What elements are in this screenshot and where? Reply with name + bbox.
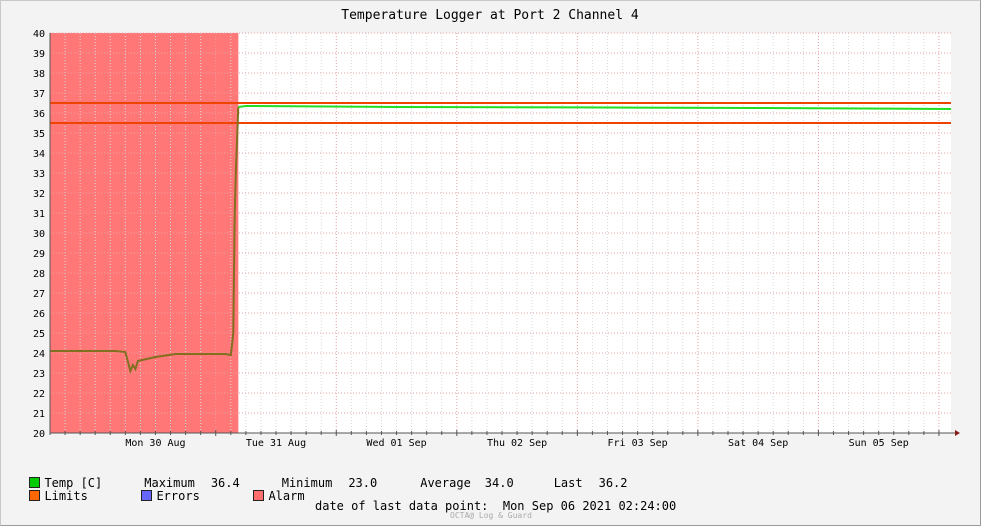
stat-value-average: 34.0: [484, 476, 514, 490]
last-data-point-label: date of last data point:: [315, 499, 489, 513]
y-tick-label: 28: [33, 269, 45, 280]
y-tick-label: 38: [33, 69, 45, 80]
x-tick-label: Wed 01 Sep: [366, 438, 426, 449]
y-tick-label: 30: [33, 229, 45, 240]
y-tick-label: 31: [33, 209, 45, 220]
legend-label-errors: Errors: [156, 489, 200, 503]
y-tick-label: 34: [33, 149, 45, 160]
stat-label-minimum: Minimum: [281, 476, 333, 490]
y-tick-label: 21: [33, 409, 45, 420]
x-axis-arrow: [955, 430, 960, 436]
y-tick-label: 22: [33, 389, 45, 400]
x-tick-label: Tue 31 Aug: [246, 438, 306, 449]
x-tick-label: Thu 02 Sep: [487, 438, 547, 449]
y-tick-label: 32: [33, 189, 45, 200]
legend-item-temp: Temp [C]: [29, 476, 102, 490]
chart-title: Temperature Logger at Port 2 Channel 4: [341, 8, 639, 23]
legend-swatch-errors: [141, 490, 153, 501]
y-tick-label: 26: [33, 309, 45, 320]
y-tick-label: 35: [33, 129, 45, 140]
series-temp-line-alarm: [50, 106, 240, 375]
legend-label-temp: Temp [C]: [44, 476, 103, 490]
x-tick-label: Sat 04 Sep: [728, 438, 788, 449]
y-tick-label: 37: [33, 89, 45, 100]
y-tick-label: 40: [33, 29, 45, 40]
legend-swatch-temp: [29, 477, 41, 488]
stat-value-last: 36.2: [598, 476, 628, 490]
y-tick-label: 20: [33, 429, 45, 440]
y-tick-label: 25: [33, 329, 45, 340]
legend-item-limits: Limits: [29, 489, 141, 503]
last-data-point-value: Mon Sep 06 2021 02:24:00: [502, 499, 677, 513]
alarm-region: [50, 33, 239, 433]
stat-label-maximum: Maximum: [144, 476, 195, 490]
legend-item-alarm: Alarm: [253, 489, 305, 503]
stat-value-minimum: 23.0: [348, 476, 378, 490]
watermark: OCTA@ Log & Guard: [450, 511, 532, 520]
x-tick-label: Mon 30 Aug: [125, 438, 185, 449]
stat-label-average: Average: [420, 476, 471, 490]
legend-swatch-alarm: [253, 490, 265, 501]
y-tick-label: 24: [33, 349, 45, 360]
x-tick-label: Sun 05 Sep: [849, 438, 909, 449]
last-data-point: date of last data point: Mon Sep 06 2021…: [315, 499, 676, 513]
legend-row-1: Temp [C] Maximum 36.4 Minimum 23.0 Average 34.…: [15, 462, 628, 490]
legend-swatch-limits: [29, 490, 41, 501]
legend-item-errors: Errors: [141, 489, 253, 503]
series-temp-line: [238, 104, 952, 110]
y-tick-label: 27: [33, 289, 45, 300]
y-tick-label: 29: [33, 249, 45, 260]
legend-label-alarm: Alarm: [268, 489, 305, 503]
x-tick-label: Fri 03 Sep: [607, 438, 667, 449]
stat-label-last: Last: [553, 476, 583, 490]
legend-row-2: Limits Errors Alarm: [15, 475, 305, 503]
stat-value-maximum: 36.4: [210, 476, 240, 490]
y-tick-label: 36: [33, 109, 45, 120]
legend-label-limits: Limits: [44, 489, 88, 503]
y-tick-label: 23: [33, 369, 45, 380]
y-tick-label: 39: [33, 49, 45, 60]
y-tick-label: 33: [33, 169, 45, 180]
